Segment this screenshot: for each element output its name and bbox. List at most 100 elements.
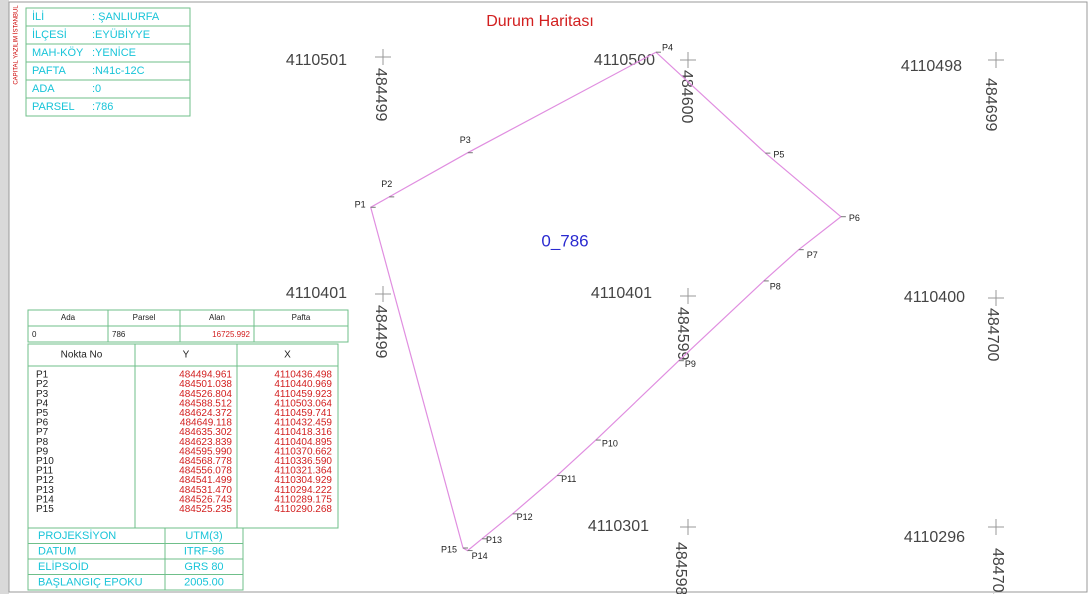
parcel-boundary <box>369 51 842 552</box>
grid-east: 484499 <box>372 305 389 358</box>
left-strip <box>0 0 9 594</box>
grid-crosses <box>375 49 1004 535</box>
point-x: 4110440.969 <box>274 379 332 390</box>
point-label: P4 <box>662 43 673 53</box>
info-value: :N41c-12C <box>92 65 145 77</box>
point-name: P7 <box>36 427 49 438</box>
point-label: P14 <box>472 551 488 561</box>
point-y: 484595.990 <box>179 446 232 457</box>
grid-east: 484699 <box>982 78 999 131</box>
projection-label: DATUM <box>38 545 76 557</box>
point-label: P6 <box>849 213 860 223</box>
parcel-label: 0_786 <box>541 231 588 250</box>
table-header: X <box>284 350 291 361</box>
projection-label: BAŞLANGIÇ EPOKU <box>38 576 143 588</box>
point-x: 4110336.590 <box>274 456 332 467</box>
point-label: P3 <box>460 135 471 145</box>
point-x: 4110459.741 <box>274 408 332 419</box>
table-cell: 0 <box>32 330 37 339</box>
point-name: P9 <box>36 446 49 457</box>
projection-value: ITRF-96 <box>184 545 224 557</box>
table-header: Alan <box>209 313 225 322</box>
info-label: PAFTA <box>32 65 66 77</box>
projection-value: UTM(3) <box>185 530 222 542</box>
point-label: P7 <box>807 250 818 260</box>
projection-value: GRS 80 <box>184 561 223 573</box>
projection-value: 2005.00 <box>184 576 224 588</box>
point-name: P4 <box>36 398 49 409</box>
point-x: 4110432.459 <box>274 418 332 429</box>
sheet-border <box>8 1 1088 593</box>
info-value: :YENİCE <box>92 46 136 59</box>
grid-north: 4110401 <box>591 285 652 302</box>
grid-east: 484598 <box>672 542 689 594</box>
point-name: P8 <box>36 437 49 448</box>
grid-north: 4110296 <box>904 529 965 546</box>
grid-east: 484599 <box>674 307 691 360</box>
point-y: 484588.512 <box>179 398 232 409</box>
grid-north: 4110501 <box>286 52 347 69</box>
point-x: 4110294.222 <box>274 485 332 496</box>
point-x: 4110404.895 <box>274 437 332 448</box>
grid-north: 4110301 <box>588 518 649 535</box>
point-name: P1 <box>36 370 49 381</box>
point-y: 484526.804 <box>179 389 232 400</box>
point-y: 484494.961 <box>179 370 232 381</box>
point-y: 484531.470 <box>179 485 232 496</box>
projection-label: ELİPSOİD <box>38 560 89 573</box>
point-y: 484624.372 <box>179 408 232 419</box>
grid-east: 484600 <box>678 70 695 123</box>
point-y: 484525.235 <box>179 504 232 515</box>
side-text: CAPITAL YAZILIM İSTANBUL <box>13 5 20 85</box>
table-header: Pafta <box>292 313 311 322</box>
point-label: P1 <box>355 200 366 210</box>
info-label: İLİ <box>32 10 44 23</box>
projection-label: PROJEKSİYON <box>38 529 116 542</box>
point-label: P11 <box>561 474 576 484</box>
point-x: 4110321.364 <box>274 466 332 477</box>
point-x: 4110289.175 <box>274 494 332 505</box>
point-name: P6 <box>36 418 49 429</box>
info-value: :EYÜBİYYE <box>92 28 150 41</box>
table-header: Parsel <box>133 313 156 322</box>
point-name: P2 <box>36 379 49 390</box>
point-y: 484556.078 <box>179 466 232 477</box>
info-label: ADA <box>32 83 55 95</box>
point-x: 4110503.064 <box>274 398 332 409</box>
grid-east: 484700 <box>984 308 1001 361</box>
point-label: P10 <box>602 438 618 448</box>
info-label: PARSEL <box>32 101 75 113</box>
point-x: 4110436.498 <box>274 370 332 381</box>
point-y: 484649.118 <box>180 418 233 429</box>
table-header: Y <box>183 350 190 361</box>
grid-north: 4110401 <box>286 285 347 302</box>
grid-east: 484499 <box>372 68 389 121</box>
point-name: P13 <box>36 485 54 496</box>
info-value: : ŞANLIURFA <box>92 11 160 23</box>
point-x: 4110370.662 <box>274 446 332 457</box>
point-name: P5 <box>36 408 49 419</box>
point-x: 4110418.316 <box>274 427 332 438</box>
point-y: 484568.778 <box>179 456 232 467</box>
grid-north: 4110498 <box>901 58 962 75</box>
point-x: 4110290.268 <box>274 504 332 515</box>
point-name: P15 <box>36 504 54 515</box>
point-y: 484623.839 <box>179 437 232 448</box>
point-name: P3 <box>36 389 49 400</box>
grid-north: 4110400 <box>904 289 965 306</box>
info-value: :786 <box>92 101 113 113</box>
point-label: P9 <box>685 359 696 369</box>
table-header: Ada <box>61 313 76 322</box>
point-label: P2 <box>381 179 392 189</box>
point-label: P15 <box>441 544 457 554</box>
info-value: :0 <box>92 83 101 95</box>
info-label: MAH-KÖY <box>32 47 84 59</box>
info-label: İLÇESİ <box>32 28 67 41</box>
point-name: P12 <box>36 475 54 486</box>
point-y: 484526.743 <box>179 494 232 505</box>
point-name: P10 <box>36 456 54 467</box>
table-cell: 786 <box>112 330 126 339</box>
point-label: P8 <box>770 281 781 291</box>
point-name: P11 <box>36 466 53 477</box>
